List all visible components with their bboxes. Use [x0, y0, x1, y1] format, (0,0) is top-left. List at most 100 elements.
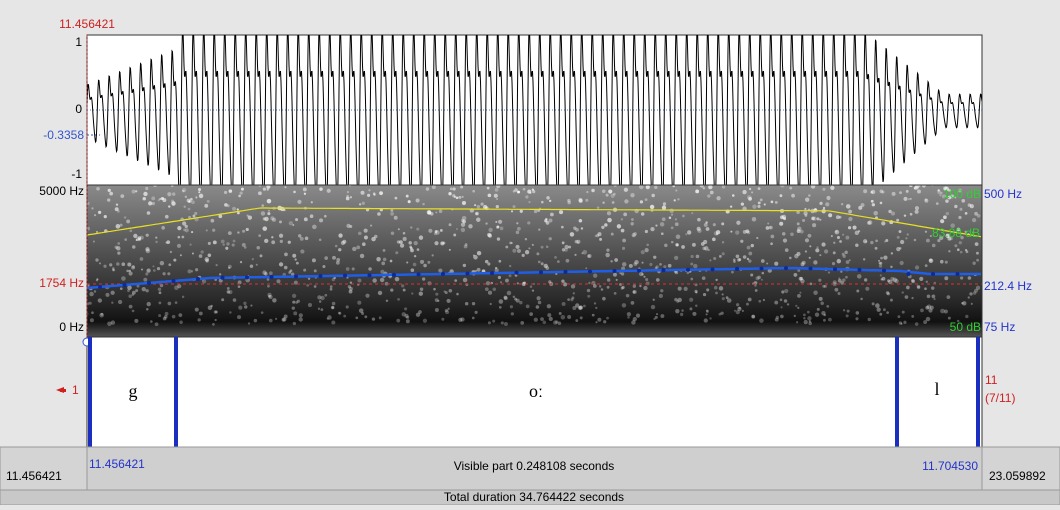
- texture-dot: [456, 228, 459, 231]
- texture-dot: [842, 254, 846, 258]
- texture-dot: [751, 314, 756, 319]
- texture-dot: [128, 269, 131, 273]
- texture-dot: [801, 260, 806, 265]
- texture-dot: [390, 288, 394, 292]
- texture-dot: [813, 290, 818, 295]
- texture-dot: [911, 315, 915, 318]
- texture-dot: [911, 278, 915, 283]
- texture-dot: [898, 321, 903, 325]
- texture-dot: [319, 218, 324, 223]
- texture-dot: [107, 321, 112, 327]
- texture-dot: [499, 281, 503, 284]
- texture-dot: [791, 193, 795, 198]
- texture-dot: [448, 248, 451, 251]
- texture-dot: [940, 259, 944, 264]
- texture-dot: [924, 198, 928, 202]
- texture-dot: [645, 185, 650, 190]
- texture-dot: [377, 290, 383, 296]
- texture-dot: [964, 248, 968, 252]
- texture-dot: [320, 295, 325, 301]
- texture-dot: [641, 273, 644, 276]
- texture-dot: [484, 259, 489, 264]
- texture-dot: [126, 269, 129, 273]
- texture-dot: [639, 284, 642, 288]
- texture-dot: [831, 262, 836, 266]
- texture-dot: [410, 248, 414, 253]
- boundary[interactable]: [976, 337, 980, 447]
- texture-dot: [253, 318, 258, 323]
- texture-dot: [331, 320, 336, 325]
- texture-dot: [555, 272, 558, 276]
- texture-dot: [173, 258, 177, 262]
- texture-dot: [146, 268, 151, 273]
- window-end: 23.059892: [989, 469, 1046, 483]
- texture-dot: [351, 267, 355, 271]
- texture-dot: [282, 317, 287, 322]
- texture-dot: [752, 204, 757, 209]
- texture-dot: [200, 250, 204, 254]
- texture-dot: [775, 315, 780, 320]
- texture-dot: [240, 187, 244, 191]
- texture-dot: [455, 196, 459, 200]
- interval-label[interactable]: oː: [529, 381, 543, 401]
- texture-dot: [971, 218, 977, 223]
- left-bar[interactable]: [0, 446, 88, 491]
- interval-label[interactable]: g: [129, 381, 138, 401]
- texture-dot: [378, 316, 382, 320]
- texture-dot: [519, 300, 523, 305]
- texture-dot: [547, 313, 552, 318]
- texture-dot: [909, 212, 913, 216]
- interval-count: 11: [985, 373, 998, 387]
- texture-dot: [494, 266, 498, 270]
- texture-dot: [187, 207, 191, 211]
- boundary[interactable]: [88, 337, 92, 447]
- texture-dot: [587, 253, 592, 258]
- texture-dot: [645, 278, 649, 282]
- texture-dot: [947, 195, 952, 200]
- texture-dot: [168, 205, 171, 208]
- texture-dot: [926, 304, 932, 310]
- texture-dot: [768, 226, 772, 230]
- texture-dot: [746, 302, 749, 306]
- texture-dot: [327, 315, 332, 320]
- texture-dot: [183, 205, 186, 208]
- texture-dot: [124, 238, 127, 241]
- texture-dot: [754, 289, 758, 292]
- texture-dot: [803, 317, 806, 320]
- texture-dot: [856, 274, 862, 279]
- texture-dot: [695, 254, 700, 259]
- texture-dot: [421, 277, 426, 281]
- texture-dot: [972, 231, 975, 234]
- texture-dot: [692, 311, 697, 316]
- texture-dot: [427, 281, 432, 286]
- texture-dot: [500, 321, 504, 325]
- texture-dot: [591, 188, 595, 193]
- texture-dot: [226, 290, 231, 294]
- texture-dot: [260, 311, 264, 314]
- texture-dot: [177, 225, 182, 231]
- texture-dot: [923, 320, 928, 324]
- texture-dot: [406, 315, 410, 319]
- texture-dot: [797, 269, 801, 272]
- texture-dot: [462, 263, 467, 268]
- interval-label[interactable]: l: [934, 379, 939, 399]
- texture-dot: [135, 289, 139, 293]
- texture-dot: [924, 198, 929, 203]
- texture-dot: [349, 286, 353, 291]
- texture-dot: [487, 290, 493, 295]
- texture-dot: [614, 258, 619, 262]
- texture-dot: [610, 260, 613, 263]
- texture-dot: [476, 250, 482, 256]
- texture-dot: [782, 232, 786, 236]
- texture-dot: [415, 312, 421, 317]
- texture-dot: [191, 231, 194, 234]
- texture-dot: [572, 292, 575, 295]
- right-bar[interactable]: [981, 446, 1060, 491]
- boundary[interactable]: [174, 337, 178, 447]
- texture-dot: [689, 297, 694, 302]
- texture-dot: [396, 318, 401, 323]
- boundary[interactable]: [895, 337, 899, 447]
- texture-dot: [890, 298, 893, 302]
- texture-dot: [456, 292, 459, 296]
- texture-dot: [495, 220, 498, 224]
